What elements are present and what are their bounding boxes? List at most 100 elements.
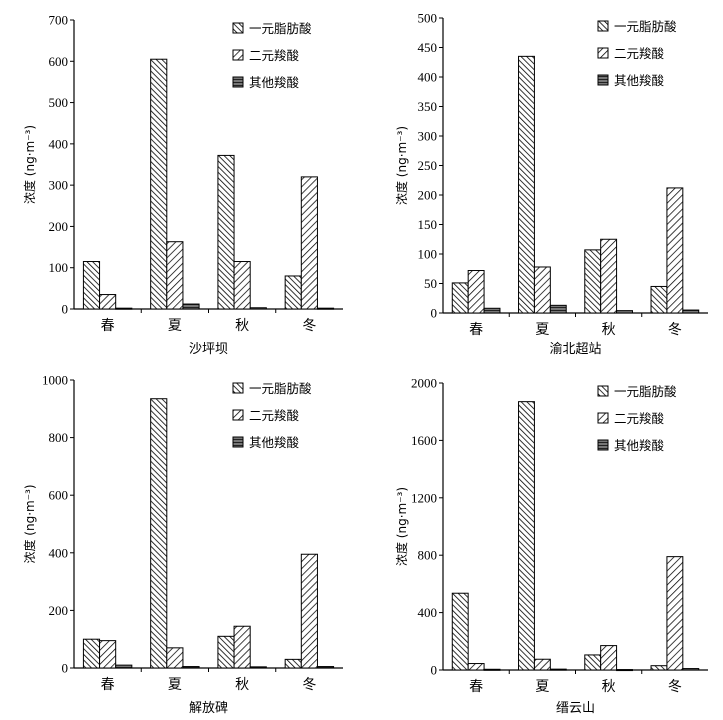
category-label: 春 — [101, 318, 115, 334]
category-label: 秋 — [602, 679, 616, 695]
bar — [616, 310, 633, 314]
y-tick-label: 500 — [49, 95, 69, 110]
bar — [217, 154, 235, 310]
legend-label: 二元羧酸 — [614, 411, 665, 426]
bar — [82, 638, 101, 669]
y-tick-label: 100 — [49, 260, 69, 275]
y-tick-label: 300 — [418, 129, 438, 144]
bar — [316, 666, 335, 669]
legend-swatch — [232, 49, 244, 61]
y-tick-label: 200 — [418, 188, 438, 203]
category-label: 冬 — [302, 318, 316, 334]
bar — [600, 238, 618, 314]
category-label: 冬 — [668, 679, 682, 695]
category-label: 春 — [469, 322, 483, 338]
legend-label: 二元羧酸 — [249, 408, 300, 423]
bar — [182, 303, 200, 310]
category-label: 夏 — [168, 318, 182, 334]
y-tick-label: 0 — [62, 302, 69, 317]
category-label: 冬 — [302, 677, 316, 693]
legend-label: 二元羧酸 — [249, 48, 300, 63]
bar — [518, 55, 535, 314]
bar — [249, 307, 267, 310]
y-tick-label: 50 — [424, 276, 437, 291]
bar — [115, 664, 133, 669]
bar — [650, 665, 668, 671]
y-tick-label: 400 — [418, 70, 438, 85]
y-tick-label: 400 — [49, 136, 69, 151]
bar — [300, 176, 318, 310]
legend-label: 其他羧酸 — [249, 435, 300, 450]
y-tick-label: 1200 — [411, 490, 437, 505]
bar — [284, 658, 302, 669]
y-tick-label: 350 — [418, 99, 438, 114]
y-tick-label: 800 — [418, 548, 438, 563]
bar — [166, 241, 184, 310]
legend-label: 其他羧酸 — [614, 438, 665, 453]
bar — [82, 261, 101, 310]
legend-swatch — [597, 412, 609, 424]
legend-swatch — [232, 436, 244, 448]
y-tick-label: 100 — [418, 247, 438, 262]
bar — [584, 654, 602, 671]
y-tick-label: 0 — [431, 306, 438, 321]
bar — [682, 309, 700, 314]
legend-swatch — [232, 22, 244, 34]
legend-swatch — [597, 20, 609, 32]
y-axis-label: 浓度 (ng·m⁻³) — [22, 484, 37, 563]
bar — [483, 668, 501, 671]
bar — [300, 553, 318, 669]
legend-label: 一元脂肪酸 — [249, 21, 312, 36]
bar — [666, 556, 684, 671]
legend-swatch — [597, 74, 609, 86]
category-label: 秋 — [602, 322, 616, 338]
bar — [616, 669, 633, 672]
category-label: 夏 — [535, 679, 549, 695]
bar — [533, 658, 551, 671]
y-tick-label: 200 — [49, 219, 69, 234]
bar — [549, 668, 567, 671]
legend-label: 其他羧酸 — [249, 75, 300, 90]
y-tick-label: 1600 — [411, 433, 437, 448]
bar — [650, 285, 668, 314]
category-label: 夏 — [535, 322, 549, 338]
bar — [233, 625, 251, 669]
chart-title: 沙坪坝 — [189, 342, 228, 357]
bar — [451, 592, 469, 671]
bar — [284, 275, 302, 310]
category-label: 春 — [101, 677, 115, 693]
bar — [249, 666, 267, 669]
y-tick-label: 400 — [49, 545, 69, 560]
legend-label: 一元脂肪酸 — [614, 384, 677, 399]
legend-label: 其他羧酸 — [614, 73, 665, 88]
bar — [467, 270, 485, 314]
legend-swatch — [597, 385, 609, 397]
y-axis-label: 浓度 (ng·m⁻³) — [22, 125, 37, 204]
bar — [217, 635, 235, 669]
y-tick-label: 600 — [49, 488, 69, 503]
y-axis-label: 浓度 (ng·m⁻³) — [394, 126, 409, 205]
category-label: 秋 — [235, 318, 249, 334]
bar — [150, 398, 168, 669]
y-tick-label: 500 — [418, 11, 438, 26]
bar — [467, 663, 485, 671]
y-tick-label: 0 — [431, 663, 438, 678]
legend-label: 二元羧酸 — [614, 46, 665, 61]
legend-swatch — [597, 47, 609, 59]
bar — [99, 294, 117, 310]
category-label: 秋 — [235, 677, 249, 693]
y-tick-label: 150 — [418, 217, 438, 232]
legend-swatch — [232, 409, 244, 421]
y-tick-label: 300 — [49, 178, 69, 193]
legend-swatch — [232, 382, 244, 394]
legend-label: 一元脂肪酸 — [614, 19, 677, 34]
y-tick-label: 250 — [418, 158, 438, 173]
bar — [682, 668, 700, 671]
bar — [166, 647, 184, 669]
bar — [150, 58, 168, 310]
bar — [483, 307, 501, 314]
bar — [666, 187, 684, 314]
chart-title: 缙云山 — [556, 701, 595, 716]
